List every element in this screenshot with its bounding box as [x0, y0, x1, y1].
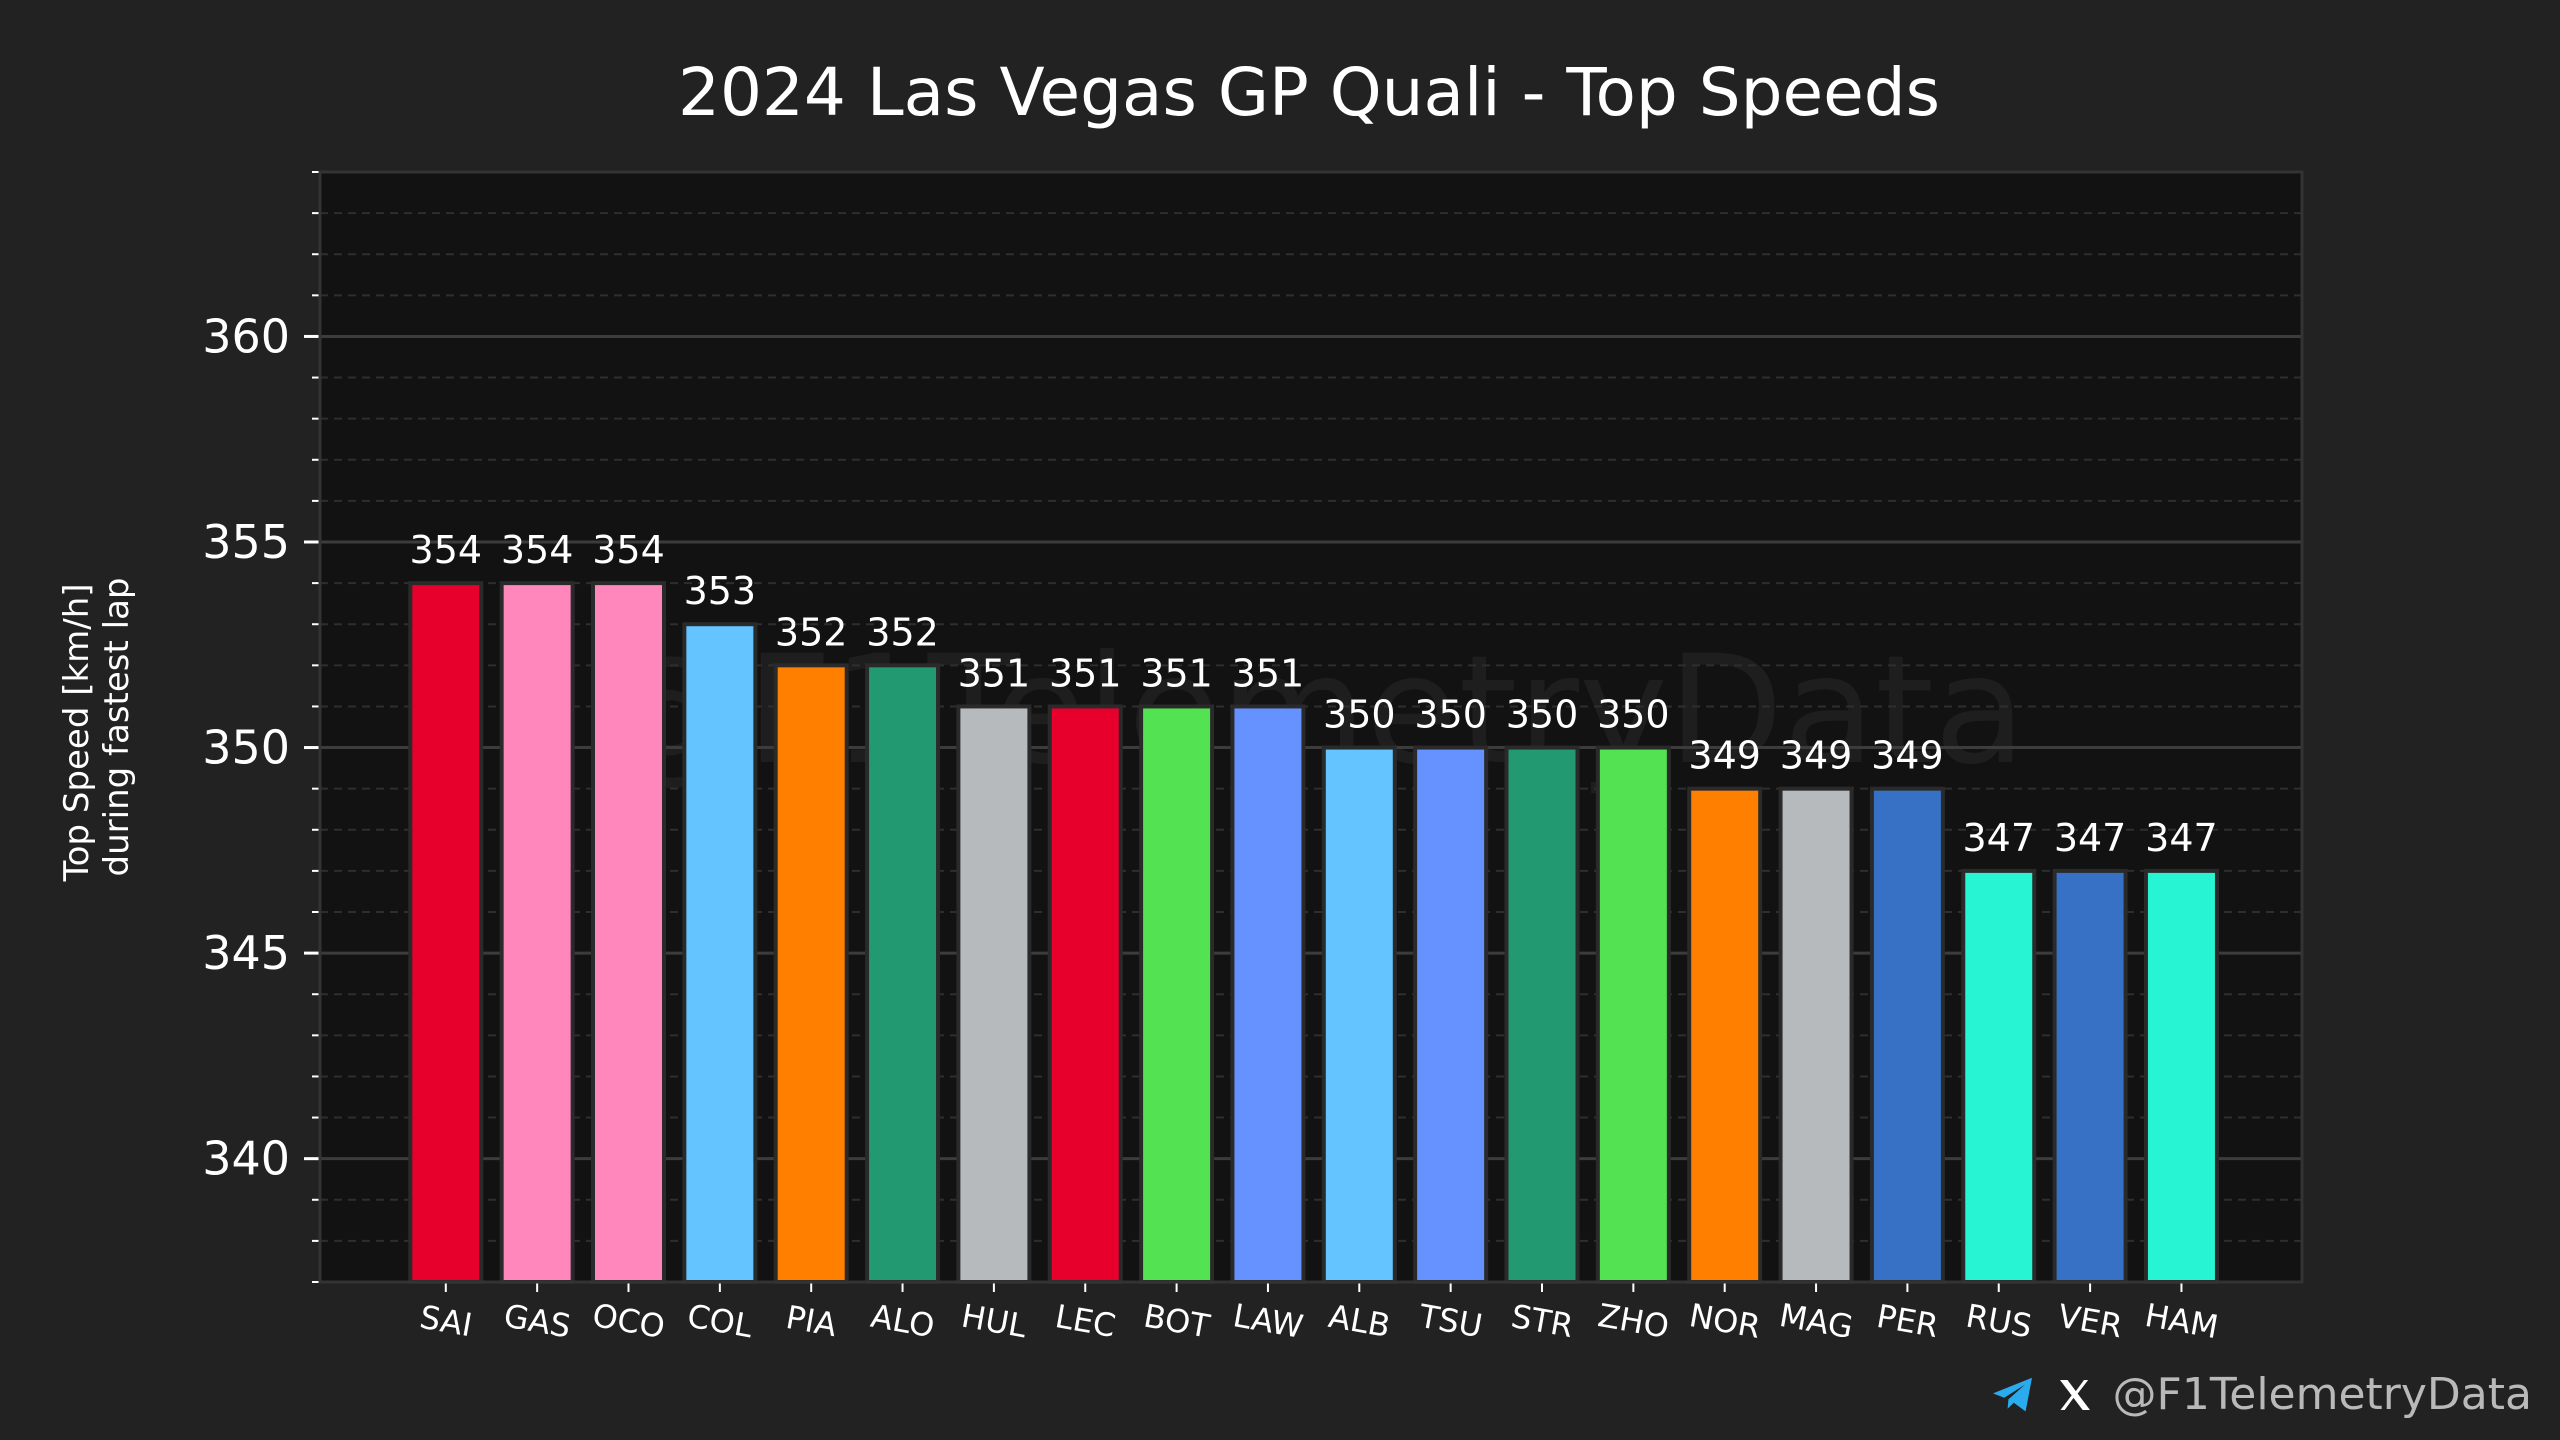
x-tick-label-hul: HUL	[959, 1297, 1030, 1346]
bar-rus	[1961, 868, 2037, 1285]
value-label-law: 351	[1232, 651, 1305, 695]
bar-mag	[1778, 786, 1854, 1285]
bar-ham	[2143, 868, 2219, 1285]
value-label-per: 349	[1871, 734, 1944, 778]
value-label-nor: 349	[1688, 734, 1761, 778]
value-label-zho: 350	[1597, 693, 1670, 737]
value-label-oco: 354	[592, 528, 665, 572]
x-tick-label-str: STR	[1508, 1297, 1576, 1345]
y-axis: 340 345 350 355 360	[202, 171, 320, 1283]
x-tick-label-per: PER	[1874, 1297, 1941, 1345]
bar-zho	[1595, 745, 1671, 1284]
x-tick-label-sai: SAI	[417, 1298, 475, 1344]
bar-alb	[1321, 745, 1397, 1284]
y-tick-label: 345	[202, 926, 290, 980]
bar-hul	[956, 704, 1032, 1284]
x-tick-label-mag: MAG	[1777, 1296, 1856, 1346]
telegram-icon[interactable]	[1989, 1371, 2037, 1419]
x-tick-label-alb: ALB	[1326, 1297, 1393, 1345]
bar-gas	[499, 581, 575, 1284]
footer-handle[interactable]: @F1TelemetryData	[2112, 1369, 2532, 1420]
x-tick-label-ver: VER	[2055, 1297, 2125, 1346]
bar-lec	[1047, 704, 1123, 1284]
x-icon[interactable]	[2055, 1375, 2095, 1415]
x-tick-label-pia: PIA	[783, 1298, 840, 1344]
bar-per	[1869, 786, 1945, 1285]
x-tick-label-nor: NOR	[1686, 1296, 1763, 1346]
x-tick-label-zho: ZHO	[1595, 1296, 1672, 1346]
bar-nor	[1687, 786, 1763, 1285]
value-label-gas: 354	[501, 528, 574, 572]
value-label-col: 353	[684, 569, 757, 613]
plot-frame	[318, 170, 2304, 1284]
x-tick-label-lec: LEC	[1052, 1297, 1118, 1345]
value-label-alb: 350	[1323, 693, 1396, 737]
bar-sai	[408, 581, 484, 1284]
x-tick-label-tsu: TSU	[1415, 1297, 1485, 1346]
bar-ver	[2052, 868, 2128, 1285]
x-tick-label-col: COL	[685, 1297, 756, 1346]
value-label-ham: 347	[2145, 816, 2218, 860]
y-axis-label-line-2: during fastest lap	[97, 578, 137, 877]
y-axis-label-line-1: Top Speed [km/h]	[57, 583, 97, 882]
y-tick-label: 360	[202, 309, 290, 363]
value-label-lec: 351	[1049, 651, 1122, 695]
value-label-ver: 347	[2054, 816, 2127, 860]
value-label-str: 350	[1506, 693, 1579, 737]
y-tick-label: 340	[202, 1132, 290, 1186]
x-tick-label-bot: BOT	[1141, 1297, 1213, 1346]
value-label-rus: 347	[1962, 816, 2035, 860]
value-label-bot: 351	[1140, 651, 1213, 695]
bar-tsu	[1413, 745, 1489, 1284]
value-label-mag: 349	[1780, 734, 1853, 778]
bar-law	[1230, 704, 1306, 1284]
x-tick-label-oco: OCO	[590, 1296, 668, 1346]
value-label-tsu: 350	[1414, 693, 1487, 737]
y-tick-label: 355	[202, 515, 290, 569]
y-tick-label: 350	[202, 721, 290, 775]
value-label-hul: 351	[958, 651, 1031, 695]
value-labels: 354 354 354 353 352 352 351 351 351 351 350 350 350 3…	[410, 528, 2218, 860]
y-axis-label: Top Speed [km/h] during fastest lap	[57, 573, 137, 883]
value-label-sai: 354	[410, 528, 483, 572]
bar-bot	[1139, 704, 1215, 1284]
bar-oco	[591, 581, 666, 1284]
footer-credit: @F1TelemetryData	[1989, 1369, 2532, 1420]
x-tick-label-ham: HAM	[2142, 1296, 2221, 1346]
x-tick-label-law: LAW	[1230, 1296, 1306, 1346]
bar-alo	[865, 663, 941, 1284]
chart-title: 2024 Las Vegas GP Quali - Top Speeds	[678, 54, 1940, 131]
bars	[408, 581, 2219, 1285]
x-tick-label-alo: ALO	[868, 1297, 937, 1345]
bar-str	[1504, 745, 1580, 1284]
value-label-pia: 352	[775, 610, 848, 654]
bar-pia	[773, 663, 849, 1284]
bar-col	[682, 622, 758, 1284]
x-tick-label-rus: RUS	[1963, 1297, 2035, 1346]
value-label-alo: 352	[866, 610, 939, 654]
x-axis: SAI GAS OCO COL PIA ALO HUL LEC BOT LAW ALB TSU STR Z…	[417, 1282, 2221, 1346]
x-tick-label-gas: GAS	[501, 1296, 574, 1345]
